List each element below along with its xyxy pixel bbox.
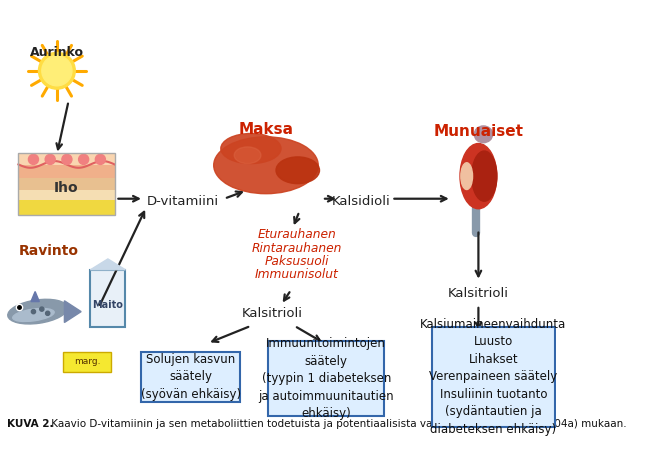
Text: marg.: marg. [74,357,100,367]
FancyBboxPatch shape [19,178,114,190]
Polygon shape [65,301,81,323]
Circle shape [45,154,55,164]
Circle shape [42,56,72,86]
Text: D-vitamiini: D-vitamiini [146,195,218,208]
FancyBboxPatch shape [90,270,126,327]
Text: Maksa: Maksa [239,122,293,137]
Circle shape [39,52,75,89]
Text: Kalsitrioli: Kalsitrioli [241,307,303,320]
Ellipse shape [221,133,281,164]
Text: Immuunisolut: Immuunisolut [255,268,338,281]
Text: Kalsitrioli: Kalsitrioli [448,287,509,300]
Text: Kalsidioli: Kalsidioli [332,195,391,208]
Text: Munuaiset: Munuaiset [434,124,523,139]
Text: KUVA 2.: KUVA 2. [7,419,53,429]
Circle shape [29,154,39,164]
Text: Ravinto: Ravinto [19,244,78,258]
Ellipse shape [471,151,497,201]
Circle shape [31,309,35,314]
Text: Paksusuoli: Paksusuoli [265,255,329,268]
Text: Iho: Iho [54,181,79,195]
Text: Immuunitoimintojen
säätely
(tyypin 1 diabeteksen
ja autoimmuunitautien
ehkäisy): Immuunitoimintojen säätely (tyypin 1 dia… [259,337,394,420]
Ellipse shape [13,308,54,321]
FancyBboxPatch shape [19,153,114,165]
Text: Aurinko: Aurinko [30,47,84,60]
Ellipse shape [8,299,68,324]
Circle shape [78,154,88,164]
FancyBboxPatch shape [432,327,555,426]
FancyBboxPatch shape [19,190,114,203]
Circle shape [95,154,105,164]
FancyBboxPatch shape [19,203,114,216]
Ellipse shape [213,137,319,194]
FancyBboxPatch shape [19,165,114,178]
Circle shape [40,307,44,311]
Polygon shape [90,259,126,270]
Text: Solujen kasvun
säätely
(syövän ehkäisy): Solujen kasvun säätely (syövän ehkäisy) [140,353,241,401]
Ellipse shape [461,163,473,189]
Circle shape [62,154,72,164]
Polygon shape [31,292,39,302]
Text: Rintarauhanen: Rintarauhanen [252,241,342,255]
Text: Kalsiumaineenvaihdunta
Luusto
Lihakset
Verenpaineen säätely
Insuliinin tuotanto
: Kalsiumaineenvaihdunta Luusto Lihakset V… [420,318,567,436]
FancyBboxPatch shape [19,200,114,216]
Ellipse shape [460,143,497,209]
Ellipse shape [474,126,493,143]
Text: Kaavio D-vitamiinin ja sen metaboliittien todetuista ja potentiaalisista vaikutu: Kaavio D-vitamiinin ja sen metaboliittie… [48,419,626,429]
Ellipse shape [276,157,319,184]
Text: Maito: Maito [92,300,123,310]
Text: Eturauhanen: Eturauhanen [257,228,336,241]
FancyBboxPatch shape [63,352,111,372]
Ellipse shape [234,147,261,164]
FancyBboxPatch shape [269,341,384,416]
FancyBboxPatch shape [142,352,240,402]
Circle shape [46,311,50,316]
